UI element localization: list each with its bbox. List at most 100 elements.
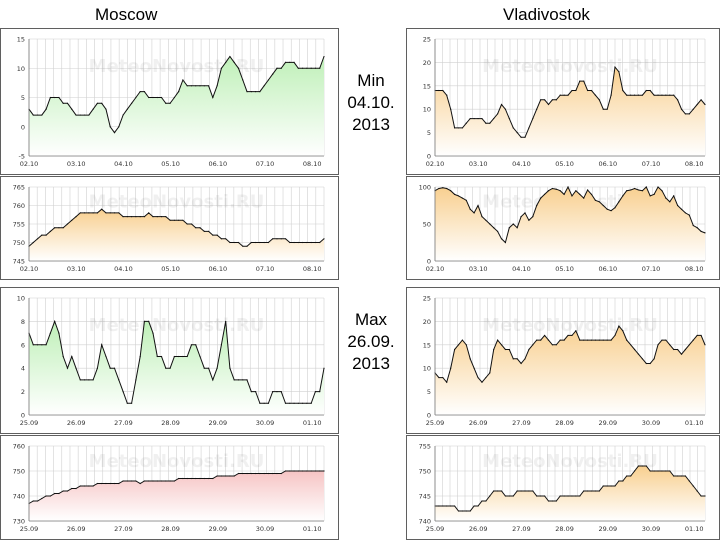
data-point: [504, 495, 507, 497]
data-point: [118, 212, 120, 214]
x-tick-label: 29.09: [598, 525, 617, 533]
data-point: [641, 190, 643, 192]
x-tick-label: 01.10: [685, 419, 704, 427]
data-point: [323, 55, 325, 58]
x-tick-label: 07.10: [642, 160, 661, 168]
data-point: [453, 348, 456, 351]
data-point: [75, 114, 77, 116]
data-point: [610, 339, 612, 341]
data-point: [555, 500, 557, 502]
data-point: [641, 358, 643, 360]
x-tick-label: 03.10: [67, 265, 86, 273]
moscow-min-pressure-svg: 745 750 755 760 765 MeteoNovosti.RU 02.10 03.10…: [13, 184, 325, 273]
data-point: [297, 241, 299, 244]
max-date: 26.09.: [347, 332, 395, 351]
data-point: [259, 472, 261, 475]
x-tick-label: 29.09: [208, 419, 227, 427]
data-point: [536, 495, 538, 497]
data-point: [485, 376, 487, 379]
y-tick-label: 25: [423, 36, 431, 44]
data-point: [280, 472, 282, 475]
y-tick-label: 760: [13, 202, 25, 210]
data-point: [610, 94, 612, 96]
data-point: [704, 232, 706, 234]
data-point: [173, 219, 175, 221]
data-point: [563, 94, 565, 96]
x-tick-label: 01.10: [685, 525, 704, 533]
y-tick-label: 15: [17, 36, 25, 44]
data-point: [630, 94, 632, 96]
data-point: [79, 212, 81, 214]
data-point: [101, 102, 103, 104]
data-point: [704, 495, 706, 497]
data-point: [508, 117, 510, 120]
data-point: [489, 372, 491, 374]
data-point: [536, 108, 538, 110]
data-point: [105, 108, 107, 110]
data-point: [461, 127, 463, 129]
data-point: [96, 367, 99, 369]
data-point: [680, 108, 683, 110]
data-point: [173, 96, 175, 99]
data-point: [532, 490, 534, 492]
data-point: [113, 367, 116, 369]
series-line: [434, 185, 706, 244]
data-point: [122, 114, 124, 116]
data-point: [497, 230, 499, 232]
data-point: [182, 355, 184, 358]
data-point: [575, 190, 577, 192]
data-point: [310, 470, 312, 472]
x-tick-label: 26.09: [469, 419, 488, 427]
data-point: [32, 241, 34, 244]
data-point: [250, 241, 252, 244]
data-point: [700, 99, 702, 101]
data-point: [88, 212, 90, 214]
data-point: [657, 344, 659, 346]
data-point: [504, 108, 507, 110]
data-point: [649, 195, 651, 197]
data-point: [626, 94, 628, 96]
data-point: [555, 188, 557, 190]
data-point: [661, 470, 663, 472]
data-point: [49, 230, 51, 232]
y-tick-label: 10: [17, 65, 25, 73]
data-point: [587, 490, 589, 492]
data-point: [551, 99, 553, 101]
x-tick-label: 01.10: [303, 525, 322, 533]
data-point: [465, 199, 467, 201]
data-point: [602, 204, 604, 207]
x-tick-label: 05.10: [161, 265, 180, 273]
data-point: [583, 490, 585, 492]
data-point: [302, 402, 304, 404]
data-point: [579, 495, 581, 497]
data-point: [630, 475, 632, 477]
data-point: [520, 490, 522, 492]
data-point: [590, 193, 593, 195]
data-point: [520, 216, 522, 218]
data-point: [692, 339, 694, 341]
x-tick-label: 07.10: [642, 265, 661, 273]
data-point: [477, 376, 479, 379]
data-point: [700, 334, 702, 337]
data-point: [633, 348, 636, 351]
data-point: [314, 67, 317, 69]
y-tick-label: 10: [423, 106, 431, 114]
watermark: MeteoNovosti.RU: [89, 192, 265, 213]
data-point: [173, 355, 175, 358]
data-point: [473, 505, 475, 507]
data-point: [83, 212, 86, 214]
data-point: [212, 379, 214, 381]
data-point: [71, 108, 73, 110]
data-point: [508, 348, 510, 351]
data-point: [254, 91, 257, 93]
data-point: [481, 381, 483, 383]
data-point: [579, 80, 581, 82]
data-point: [101, 344, 103, 346]
data-point: [547, 190, 550, 192]
data-point: [263, 472, 265, 475]
data-point: [497, 490, 499, 492]
series-area: [29, 56, 324, 156]
x-tick-label: 08.10: [303, 265, 322, 273]
data-point: [122, 391, 124, 393]
